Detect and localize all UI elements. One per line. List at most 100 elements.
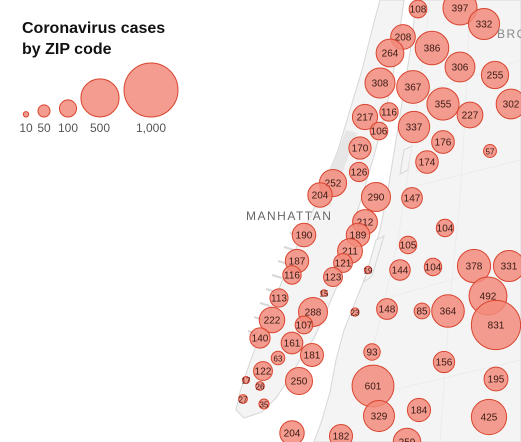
zip-bubbles-layer: 108 397 332 208 264 386 306 255 308 367 355 227 302 2…: [238, 0, 521, 442]
zip-bubble-circle: [291, 222, 317, 248]
zip-bubble-circle: [432, 350, 456, 374]
zip-bubble: 306: [444, 51, 476, 83]
zip-bubble: 182: [328, 423, 354, 442]
zip-bubble-label: 378: [466, 262, 483, 273]
zip-bubble-circle: [406, 397, 432, 423]
zip-bubble: 250: [285, 367, 313, 395]
zip-bubble-circle: [369, 121, 389, 141]
zip-bubble-label: 106: [371, 127, 388, 138]
zip-bubble-label: 93: [366, 348, 378, 359]
zip-bubble-label: 176: [435, 138, 452, 149]
zip-bubble-circle: [348, 161, 370, 183]
zip-bubble-label: 121: [335, 259, 352, 270]
zip-bubble-label: 204: [312, 191, 329, 202]
zip-bubble-label: 397: [452, 4, 469, 15]
zip-bubble-label: 161: [284, 339, 301, 350]
zip-bubble-label: 140: [252, 334, 269, 345]
zip-bubble-label: 116: [284, 271, 300, 282]
zip-bubble: 17: [242, 375, 251, 386]
legend-bubble-label: 1,000: [136, 121, 166, 135]
zip-bubble-circle: [350, 307, 360, 317]
legend-bubble: [37, 104, 51, 118]
zip-bubble: 63: [270, 350, 286, 366]
zip-bubble-label: 85: [416, 307, 428, 318]
zip-bubble-label: 211: [342, 247, 358, 258]
zip-bubble: 222: [258, 306, 286, 334]
zip-bubble: 176: [431, 130, 455, 154]
zip-bubble-circle: [269, 288, 289, 308]
zip-bubble-label: 332: [476, 20, 493, 31]
zip-bubble-circle: [379, 102, 399, 122]
zip-bubble-circle: [258, 398, 270, 410]
zip-bubble-label: 367: [405, 83, 422, 94]
zip-bubble-label: 19: [364, 267, 373, 276]
zip-bubble-label: 308: [372, 79, 389, 90]
zip-bubble-label: 182: [333, 432, 350, 442]
zip-bubble-circle: [351, 103, 379, 131]
zip-bubble-circle: [426, 87, 460, 121]
zip-bubble-label: 126: [351, 168, 368, 179]
legend-title-line1: Coronavirus cases: [22, 20, 166, 37]
zip-bubble: 147: [401, 187, 423, 209]
zip-bubble-label: 35: [260, 401, 269, 410]
zip-bubble: 227: [456, 101, 484, 129]
legend-title: Coronavirus cases by ZIP code: [22, 18, 165, 60]
zip-bubble-label: 189: [350, 231, 367, 242]
zip-bubble: 367: [396, 70, 430, 104]
zip-bubble-label: 302: [503, 100, 520, 111]
zip-bubble-label: 144: [392, 266, 409, 277]
zip-bubble-label: 174: [419, 158, 436, 169]
zip-bubble-label: 27: [239, 396, 248, 405]
zip-bubble: 108: [408, 0, 428, 19]
zip-bubble-circle: [413, 302, 431, 320]
zip-bubble-circle: [435, 218, 455, 238]
zip-bubble-circle: [414, 30, 450, 66]
zip-bubble: 302: [495, 88, 521, 120]
zip-bubble-circle: [483, 144, 497, 158]
zip-bubble: 181: [300, 343, 324, 367]
zip-bubble: 204: [279, 420, 305, 442]
zip-bubble-label: 264: [382, 49, 399, 60]
zip-bubble: 57: [483, 144, 497, 158]
zip-bubble-label: 222: [264, 316, 281, 327]
zip-bubble-label: 601: [365, 382, 382, 393]
zip-bubble: 122: [253, 361, 273, 381]
zip-bubble-circle: [398, 235, 418, 255]
zip-bubble-label: 250: [291, 377, 308, 388]
zip-bubble: 601: [351, 364, 395, 408]
legend-bubble: [22, 111, 30, 118]
zip-bubble-label: 23: [351, 309, 360, 318]
zip-bubble-label: 195: [488, 375, 505, 386]
zip-bubble: 144: [389, 259, 411, 281]
zip-bubble-label: 104: [437, 224, 454, 235]
zip-bubble-label: 259: [399, 438, 416, 442]
zip-bubble-label: 122: [255, 367, 272, 378]
zip-bubble: 386: [414, 30, 450, 66]
zip-bubble: 113: [269, 288, 289, 308]
zip-bubble-label: 386: [424, 44, 441, 55]
zip-bubble-label: 252: [325, 179, 342, 190]
zip-bubble: 332: [467, 7, 501, 41]
zip-bubble-circle: [397, 110, 431, 144]
zip-bubble-circle: [456, 101, 484, 129]
zip-bubble: 397: [442, 0, 478, 26]
legend-bubble: [123, 62, 179, 118]
zip-bubble-label: 255: [487, 71, 504, 82]
legend-bubble-label: 500: [90, 121, 110, 135]
zip-bubble-label: 108: [410, 5, 427, 16]
zip-bubble-label: 204: [284, 429, 301, 440]
zip-bubble-label: 288: [305, 308, 322, 319]
zip-bubble-label: 337: [406, 123, 423, 134]
zip-bubble: 831: [470, 299, 521, 351]
zip-bubble-circle: [279, 420, 305, 442]
zip-bubble: 26: [255, 381, 265, 392]
zip-bubble-label: 831: [488, 321, 505, 332]
zip-bubble-label: 15: [320, 290, 329, 299]
zip-bubble: 425: [470, 398, 508, 436]
zip-bubble: 308: [364, 67, 396, 99]
zip-bubble-circle: [396, 70, 430, 104]
zip-bubble: 93: [363, 343, 381, 361]
zip-bubble-label: 184: [411, 406, 428, 417]
zip-bubble: 23: [350, 307, 360, 318]
